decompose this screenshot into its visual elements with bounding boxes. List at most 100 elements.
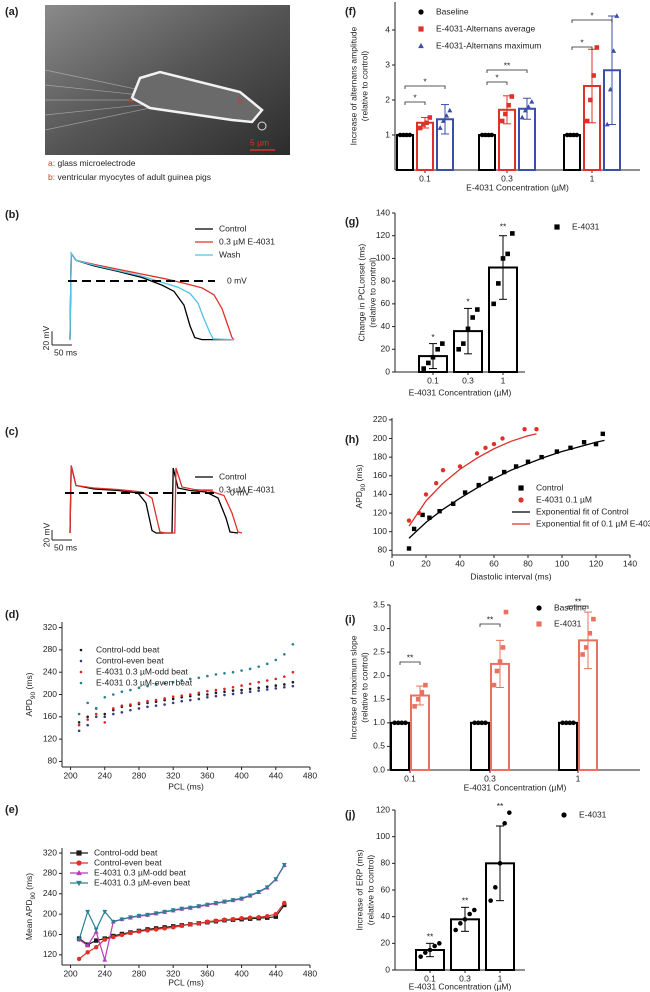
point — [571, 132, 576, 138]
point — [421, 122, 426, 127]
legend-marker — [79, 681, 83, 685]
point — [86, 718, 89, 721]
significance-label: ** — [427, 932, 434, 942]
point — [213, 918, 219, 923]
panel-label: (c) — [5, 426, 19, 438]
significance-label: * — [431, 332, 435, 342]
y-axis-title-part: (ms) — [24, 873, 34, 893]
significance-label: ** — [462, 896, 469, 906]
y-tick-label: 80 — [378, 545, 388, 555]
point — [103, 712, 107, 716]
point — [584, 118, 590, 124]
point — [291, 684, 295, 688]
point — [291, 643, 295, 646]
point — [281, 863, 287, 868]
point — [404, 132, 409, 138]
point — [171, 701, 175, 705]
legend-marker — [418, 42, 424, 49]
point — [94, 715, 98, 719]
point — [591, 73, 596, 78]
panel-a: a b 5 µm a: glass microelectrode b: vent… — [44, 5, 290, 182]
legend-label: Control — [219, 471, 247, 481]
legend-marker — [554, 224, 560, 230]
y-tick-label: 3.0 — [373, 623, 385, 633]
point — [434, 481, 439, 486]
y-tick-label: 60 — [381, 298, 391, 308]
legend-label: E-4031 0.3 µM-even beat — [94, 877, 191, 887]
point — [103, 695, 107, 699]
point — [180, 699, 184, 703]
x-tick-label: 1 — [498, 973, 503, 983]
point — [563, 720, 569, 726]
point — [412, 704, 417, 709]
electrode-streaks — [44, 69, 151, 131]
point — [214, 688, 218, 692]
point — [607, 86, 613, 92]
y-axis-title-part: 90 — [30, 892, 37, 900]
legend-label: E-4031 0.1 µM — [536, 494, 592, 504]
point — [451, 501, 456, 506]
legend-label: Control-odd beat — [96, 644, 160, 654]
point — [180, 679, 184, 682]
point — [574, 132, 580, 138]
point — [291, 680, 295, 684]
point — [154, 683, 158, 686]
point — [206, 674, 209, 678]
point — [86, 715, 89, 719]
y-tick-label: 0.0 — [373, 764, 385, 774]
point — [462, 917, 468, 922]
point — [488, 476, 493, 481]
point — [76, 956, 82, 962]
scale-bar-y-label: 20 mV — [41, 522, 51, 547]
caption: a: glass microelectrode — [48, 158, 136, 168]
point — [427, 947, 433, 953]
point — [240, 688, 243, 692]
point — [526, 104, 532, 109]
legend-label: E-4031 0.3 µM-odd beat — [94, 867, 186, 877]
point — [239, 896, 245, 902]
y-axis-title: Change in PCLonset (ms) — [356, 243, 366, 341]
point — [274, 684, 278, 687]
legend-label: 0.3 µM E-4031 — [219, 484, 275, 494]
point — [137, 701, 141, 705]
caption-key: b: — [48, 172, 55, 182]
point — [171, 695, 175, 699]
point — [461, 341, 466, 346]
bar — [390, 721, 410, 771]
y-axis-title-part: Mean APD — [24, 899, 34, 940]
y-tick-label: 40 — [381, 911, 391, 921]
significance-bracket — [571, 19, 613, 23]
panel-label: (h) — [345, 434, 359, 446]
point — [554, 449, 560, 454]
y-tick-label: 80 — [48, 756, 58, 766]
significance-bracket — [571, 46, 593, 50]
point — [560, 720, 565, 726]
x-tick-label: 0.1 — [419, 173, 431, 183]
point — [214, 691, 218, 695]
point — [447, 107, 453, 113]
x-tick-label: 0 — [390, 558, 395, 568]
point — [435, 346, 440, 352]
point — [420, 512, 425, 518]
point — [604, 121, 610, 127]
point — [163, 682, 166, 685]
point — [587, 630, 593, 636]
point — [248, 667, 252, 671]
scale-bar-y-label: 20 mV — [41, 325, 51, 350]
x-tick-label: 400 — [234, 968, 248, 978]
y-tick-label: 160 — [43, 711, 57, 721]
point — [494, 668, 500, 674]
point — [188, 698, 192, 702]
panel-label: (f) — [345, 6, 356, 18]
scale-label: 5 µm — [250, 137, 269, 147]
x-axis-title: E-4031 Concentration (µM) — [464, 782, 567, 792]
point — [145, 928, 150, 933]
point — [162, 926, 167, 931]
point — [257, 680, 260, 684]
x-axis-title: E-4031 Concentration (µM) — [409, 981, 512, 991]
point — [179, 923, 184, 929]
point — [206, 689, 209, 693]
y-axis-title: (relative to control) — [367, 257, 377, 328]
point — [510, 231, 515, 236]
significance-label: ** — [407, 652, 414, 662]
